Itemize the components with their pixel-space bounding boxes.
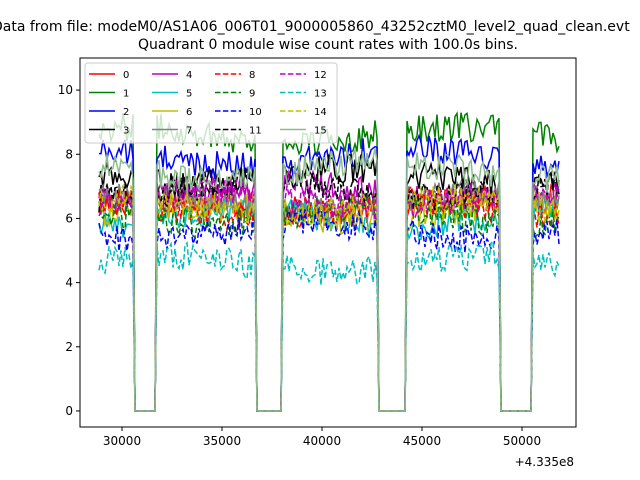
legend-label-14: 14 xyxy=(314,107,327,118)
legend-label-9: 9 xyxy=(249,89,255,100)
legend-label-3: 3 xyxy=(123,126,129,137)
y-tick-label: 8 xyxy=(65,147,73,161)
x-tick-label: 40000 xyxy=(303,434,341,448)
series-line-11 xyxy=(98,167,560,412)
x-tick-label: 45000 xyxy=(403,434,441,448)
series-line-12 xyxy=(98,175,560,412)
legend-label-11: 11 xyxy=(249,126,262,137)
legend-label-1: 1 xyxy=(123,89,129,100)
series-line-9 xyxy=(98,192,560,412)
series-line-6 xyxy=(98,190,560,412)
x-tick-label: 30000 xyxy=(103,434,141,448)
legend-label-10: 10 xyxy=(249,107,262,118)
legend-label-5: 5 xyxy=(186,89,192,100)
legend-label-6: 6 xyxy=(186,107,192,118)
series-layer xyxy=(98,111,560,412)
series-line-15 xyxy=(98,148,560,412)
legend-label-12: 12 xyxy=(314,70,327,81)
y-axis: 0 2 4 6 8 10 xyxy=(58,83,80,418)
legend-label-0: 0 xyxy=(123,70,129,81)
y-tick-label: 6 xyxy=(65,211,73,225)
y-tick-label: 0 xyxy=(65,404,73,418)
y-tick-label: 2 xyxy=(65,340,73,354)
y-tick-label: 10 xyxy=(58,83,73,97)
legend-label-8: 8 xyxy=(249,70,255,81)
series-line-14 xyxy=(98,183,560,412)
legend-label-15: 15 xyxy=(314,126,327,137)
x-tick-label: 50000 xyxy=(503,434,541,448)
x-offset-label: +4.335e8 xyxy=(515,455,574,469)
legend-label-7: 7 xyxy=(186,126,192,137)
x-axis: 30000 35000 40000 45000 50000 xyxy=(103,427,541,448)
plot-frame xyxy=(79,57,577,428)
legend-label-13: 13 xyxy=(314,89,327,100)
figure-suptitle: Data from file: modeM0/AS1A06_006T01_900… xyxy=(0,19,630,35)
legend-label-4: 4 xyxy=(186,70,192,81)
chart-title: Quadrant 0 module wise count rates with … xyxy=(138,37,518,53)
legend-frame xyxy=(84,62,338,144)
legend-label-2: 2 xyxy=(123,107,129,118)
x-tick-label: 35000 xyxy=(203,434,241,448)
series-line-10 xyxy=(98,208,560,412)
y-tick-label: 4 xyxy=(65,276,73,290)
series-line-13 xyxy=(98,239,560,412)
